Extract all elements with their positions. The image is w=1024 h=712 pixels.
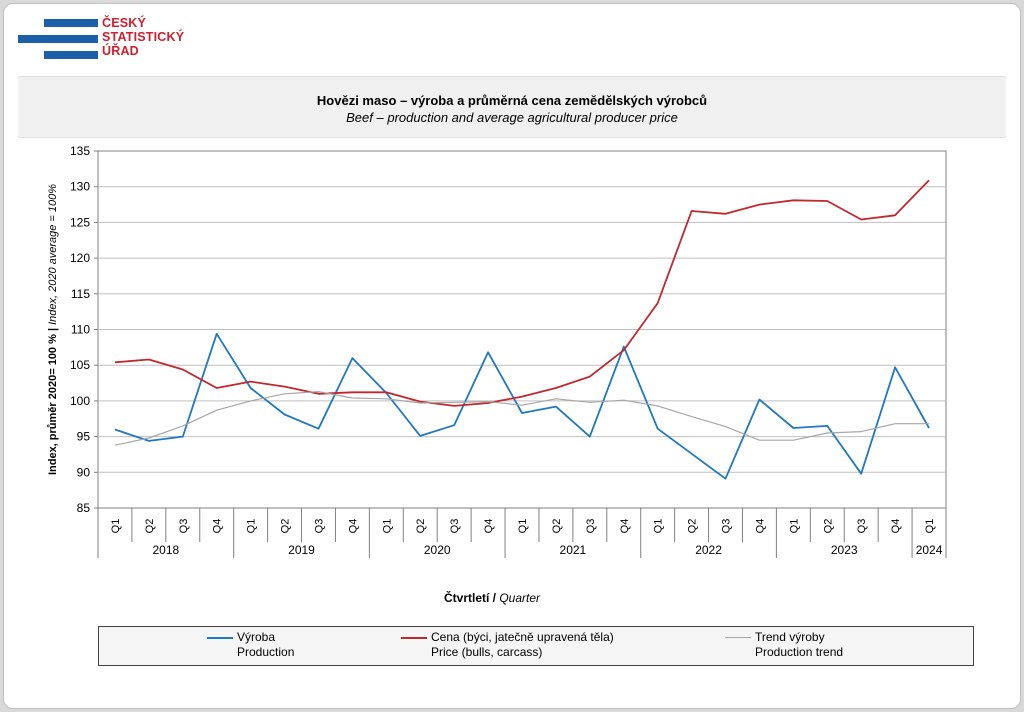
chart-title: Hovězi maso – výroba a průměrná cena zem… bbox=[316, 93, 708, 108]
x-tick-label: Q2 bbox=[415, 519, 427, 534]
y-tick-label: 100 bbox=[70, 394, 90, 408]
x-tick-label: Q1 bbox=[110, 519, 122, 534]
year-label: 2024 bbox=[916, 543, 943, 557]
x-tick-label: Q2 bbox=[280, 519, 292, 534]
x-tick-label: Q2 bbox=[551, 519, 563, 534]
y-tick-label: 135 bbox=[70, 144, 90, 158]
y-axis-label-en: Index, 2020 average = 100% bbox=[47, 184, 59, 328]
x-tick-label: Q3 bbox=[856, 519, 868, 534]
logo-text: ČESKÝ STATISTICKÝ ÚŘAD bbox=[102, 16, 184, 58]
year-label: 2022 bbox=[695, 543, 722, 557]
series-line-price bbox=[114, 179, 930, 407]
y-tick-label: 130 bbox=[70, 180, 90, 194]
x-axis-label: Čtvrtletí / Quarter bbox=[444, 590, 541, 605]
y-tick-label: 85 bbox=[77, 501, 91, 515]
logo-line-2: STATISTICKÝ bbox=[102, 30, 185, 44]
series-line-trend bbox=[114, 391, 929, 446]
year-label: 2018 bbox=[152, 543, 179, 557]
y-tick-label: 110 bbox=[71, 323, 90, 337]
logo-bars-icon bbox=[18, 16, 98, 64]
x-tick-label: Q4 bbox=[619, 519, 631, 534]
y-tick-label: 95 bbox=[77, 430, 91, 444]
x-tick-label: Q4 bbox=[483, 519, 495, 534]
x-tick-label: Q1 bbox=[246, 519, 258, 534]
y-tick-label: 90 bbox=[77, 465, 91, 479]
y-tick-label: 120 bbox=[70, 251, 90, 265]
czso-logo: ČESKÝ STATISTICKÝ ÚŘAD bbox=[18, 16, 198, 66]
year-label: 2023 bbox=[831, 543, 858, 557]
year-label: 2020 bbox=[424, 543, 451, 557]
x-tick-label: Q1 bbox=[653, 519, 665, 534]
y-tick-label: 125 bbox=[70, 215, 90, 229]
x-tick-label: Q3 bbox=[721, 519, 733, 534]
x-tick-label: Q4 bbox=[212, 519, 224, 534]
legend-swatch-trend bbox=[725, 637, 751, 638]
legend-label-price: Cena (býci, jatečně upravená těla) Price… bbox=[431, 630, 614, 659]
series-line-production bbox=[114, 332, 930, 480]
x-tick-label: Q3 bbox=[178, 519, 190, 534]
line-chart: 85 90 95 100 105 110 115 120 125 130 135 Q1 Q2 Q3 Q4 Q1… bbox=[47, 144, 947, 605]
year-label: 2021 bbox=[560, 543, 587, 557]
legend-label-trend: Trend výroby Production trend bbox=[755, 630, 844, 659]
legend-swatch-price bbox=[401, 637, 427, 639]
x-tick-label: Q3 bbox=[313, 519, 325, 534]
y-tick-label: 105 bbox=[70, 358, 90, 372]
x-tick-label: Q2 bbox=[144, 519, 156, 534]
chart-title-box: Hovězi maso – výroba a průměrná cena zem… bbox=[18, 76, 1006, 138]
legend-label-production: Výroba Production bbox=[237, 630, 295, 659]
x-tick-label: Q1 bbox=[924, 519, 936, 534]
x-tick-label: Q1 bbox=[788, 519, 800, 534]
x-tick-label: Q4 bbox=[754, 519, 766, 534]
y-tick-label: 115 bbox=[71, 287, 90, 301]
x-tick-label: Q3 bbox=[449, 519, 461, 534]
y-axis-label: Index, průměr 2020= 100 % | Index, 2020 … bbox=[47, 184, 59, 475]
year-label: 2019 bbox=[288, 543, 315, 557]
chart-legend: Výroba Production Cena (býci, jatečně up… bbox=[98, 626, 974, 666]
chart-frame: ČESKÝ STATISTICKÝ ÚŘAD Hovězi maso – výr… bbox=[3, 3, 1021, 709]
x-tick-label: Q2 bbox=[822, 519, 834, 534]
legend-swatch-production bbox=[207, 637, 233, 639]
x-axis-label-en: Quarter bbox=[496, 591, 541, 605]
x-tick-label: Q1 bbox=[381, 519, 393, 534]
x-tick-label: Q4 bbox=[890, 519, 902, 534]
x-tick-label: Q3 bbox=[585, 519, 597, 534]
logo-line-1: ČESKÝ bbox=[102, 16, 147, 30]
logo-line-3: ÚŘAD bbox=[102, 44, 139, 58]
x-tick-label: Q4 bbox=[347, 519, 359, 534]
x-tick-label: Q2 bbox=[687, 519, 699, 534]
y-axis-label-cz: Index, průměr 2020= 100 % | bbox=[47, 328, 59, 475]
x-axis-label-cz: Čtvrtletí / bbox=[444, 590, 497, 605]
chart-subtitle: Beef – production and average agricultur… bbox=[346, 110, 678, 125]
x-tick-label: Q1 bbox=[517, 519, 529, 534]
